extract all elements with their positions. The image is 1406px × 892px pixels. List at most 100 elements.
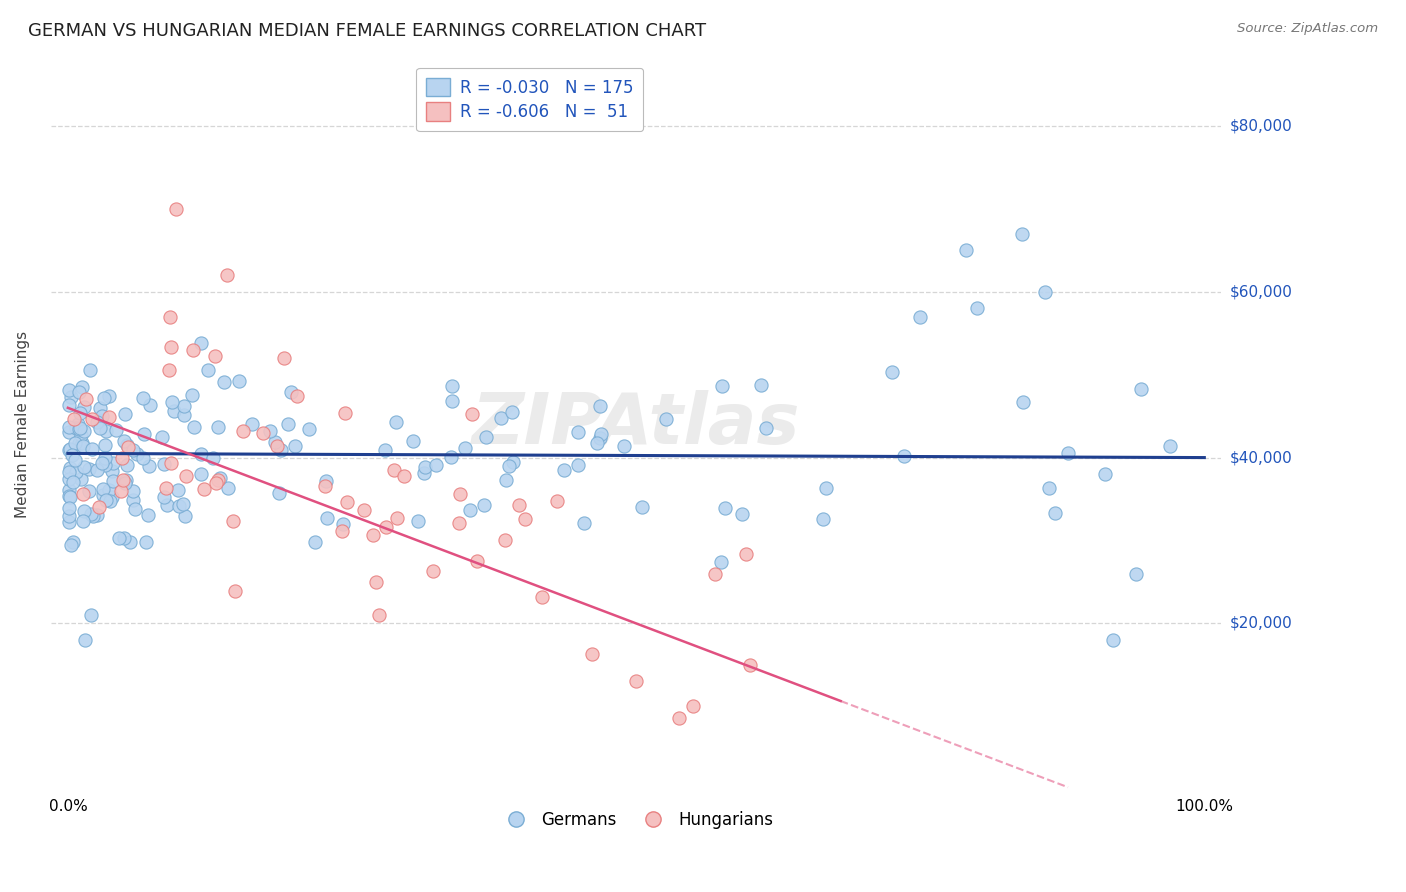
Point bbox=[159, 310, 181, 324]
Text: ZIPAtlas: ZIPAtlas bbox=[472, 390, 800, 458]
Point bbox=[217, 481, 239, 495]
Point bbox=[572, 516, 595, 530]
Point bbox=[1129, 382, 1152, 396]
Point bbox=[449, 516, 471, 530]
Point bbox=[413, 459, 436, 474]
Point bbox=[73, 503, 96, 517]
Point bbox=[465, 554, 488, 568]
Point bbox=[72, 514, 94, 528]
Text: Source: ZipAtlas.com: Source: ZipAtlas.com bbox=[1237, 22, 1378, 36]
Point bbox=[82, 508, 104, 523]
Point bbox=[711, 379, 734, 393]
Point bbox=[498, 458, 520, 473]
Point bbox=[263, 435, 285, 450]
Point bbox=[749, 377, 772, 392]
Point bbox=[353, 503, 375, 517]
Text: $80,000: $80,000 bbox=[1230, 119, 1292, 134]
Point bbox=[401, 434, 423, 448]
Point bbox=[98, 409, 121, 424]
Point bbox=[589, 399, 612, 413]
Point bbox=[139, 398, 162, 412]
Point bbox=[122, 443, 145, 458]
Point bbox=[89, 421, 111, 435]
Point bbox=[224, 583, 246, 598]
Point bbox=[422, 564, 444, 578]
Point bbox=[882, 365, 904, 379]
Point bbox=[63, 435, 86, 450]
Point bbox=[73, 424, 96, 438]
Point bbox=[135, 535, 157, 549]
Point bbox=[167, 499, 190, 513]
Point bbox=[150, 430, 173, 444]
Point bbox=[489, 410, 512, 425]
Text: $60,000: $60,000 bbox=[1230, 285, 1292, 299]
Point bbox=[91, 482, 114, 496]
Point bbox=[82, 412, 104, 426]
Point bbox=[755, 421, 778, 435]
Point bbox=[546, 493, 568, 508]
Point bbox=[59, 461, 82, 475]
Point bbox=[131, 450, 153, 465]
Point bbox=[112, 473, 135, 487]
Point bbox=[364, 574, 387, 589]
Y-axis label: Median Female Earnings: Median Female Earnings bbox=[15, 331, 30, 518]
Point bbox=[374, 443, 396, 458]
Point bbox=[91, 487, 114, 501]
Point bbox=[581, 647, 603, 661]
Point bbox=[67, 384, 90, 399]
Point bbox=[1045, 506, 1067, 520]
Point bbox=[392, 468, 415, 483]
Point bbox=[114, 407, 136, 421]
Point bbox=[90, 409, 112, 423]
Point bbox=[79, 608, 101, 623]
Point bbox=[58, 500, 80, 515]
Point bbox=[893, 449, 915, 463]
Point bbox=[190, 335, 212, 350]
Point bbox=[273, 351, 295, 365]
Point bbox=[589, 431, 612, 445]
Point bbox=[93, 392, 115, 406]
Point bbox=[112, 434, 135, 449]
Point bbox=[73, 459, 96, 474]
Point bbox=[58, 425, 80, 440]
Point bbox=[93, 450, 115, 465]
Point bbox=[204, 349, 226, 363]
Point bbox=[336, 495, 359, 509]
Point bbox=[77, 483, 100, 498]
Point bbox=[94, 458, 117, 472]
Point bbox=[589, 426, 612, 441]
Point bbox=[630, 500, 652, 515]
Point bbox=[58, 515, 80, 529]
Point bbox=[440, 378, 463, 392]
Point bbox=[59, 490, 82, 504]
Point bbox=[117, 440, 139, 454]
Point bbox=[117, 437, 139, 451]
Point bbox=[156, 498, 179, 512]
Point bbox=[475, 430, 498, 444]
Point bbox=[100, 464, 122, 478]
Point bbox=[58, 442, 80, 457]
Point bbox=[815, 481, 838, 495]
Point bbox=[58, 465, 80, 479]
Point bbox=[270, 442, 292, 457]
Point bbox=[110, 484, 132, 499]
Point bbox=[65, 421, 87, 435]
Point bbox=[94, 492, 117, 507]
Point bbox=[58, 508, 80, 523]
Point bbox=[214, 375, 236, 389]
Point bbox=[94, 438, 117, 452]
Point bbox=[461, 407, 484, 421]
Point bbox=[124, 501, 146, 516]
Point bbox=[94, 424, 117, 438]
Point bbox=[406, 515, 429, 529]
Point bbox=[73, 401, 96, 415]
Point bbox=[259, 425, 281, 439]
Point bbox=[72, 439, 94, 453]
Point bbox=[682, 699, 704, 714]
Point bbox=[361, 528, 384, 542]
Text: $40,000: $40,000 bbox=[1230, 450, 1292, 465]
Point bbox=[103, 475, 125, 489]
Point bbox=[59, 390, 82, 404]
Point bbox=[172, 497, 194, 511]
Point bbox=[252, 425, 274, 440]
